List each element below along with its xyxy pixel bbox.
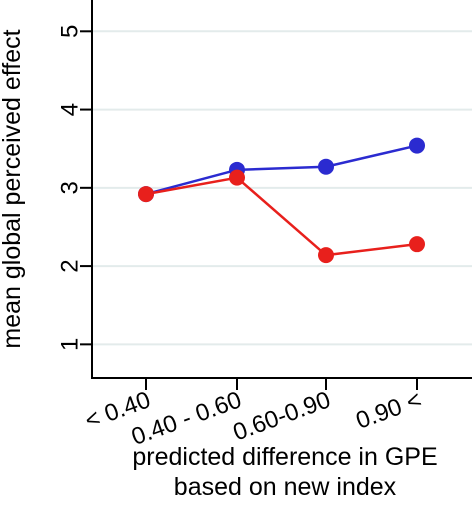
- grid-lines: [92, 30, 472, 346]
- y-axis-label: mean global perceived effect: [0, 29, 26, 348]
- x-tick-label: 0.60-0.90: [230, 386, 335, 446]
- y-tick-label: 1: [57, 338, 84, 351]
- y-tick-label: 5: [57, 25, 84, 38]
- y-tick-label: 4: [57, 103, 84, 116]
- series-2-line: [145, 176, 418, 257]
- series-group: [138, 137, 425, 264]
- x-ticks: < 0.400.40 - 0.600.60-0.90 0.90 <: [81, 378, 425, 451]
- series-2-point: [138, 186, 154, 203]
- y-ticks: 1 2 3 4 5: [57, 25, 92, 351]
- series-1-line: [145, 144, 418, 196]
- x-axis-label-line-2: based on new index: [174, 473, 397, 501]
- series-1-point: [409, 137, 425, 154]
- x-tick-label: 0.90 <: [352, 386, 425, 434]
- series-2-point: [229, 169, 245, 186]
- series-2-point: [318, 247, 334, 264]
- series-1-point: [318, 158, 334, 175]
- series-2-point: [409, 236, 425, 253]
- x-axis-label-line-1: predicted difference in GPE: [132, 443, 437, 471]
- y-tick-label: 2: [57, 259, 84, 272]
- y-tick-label: 3: [57, 181, 84, 194]
